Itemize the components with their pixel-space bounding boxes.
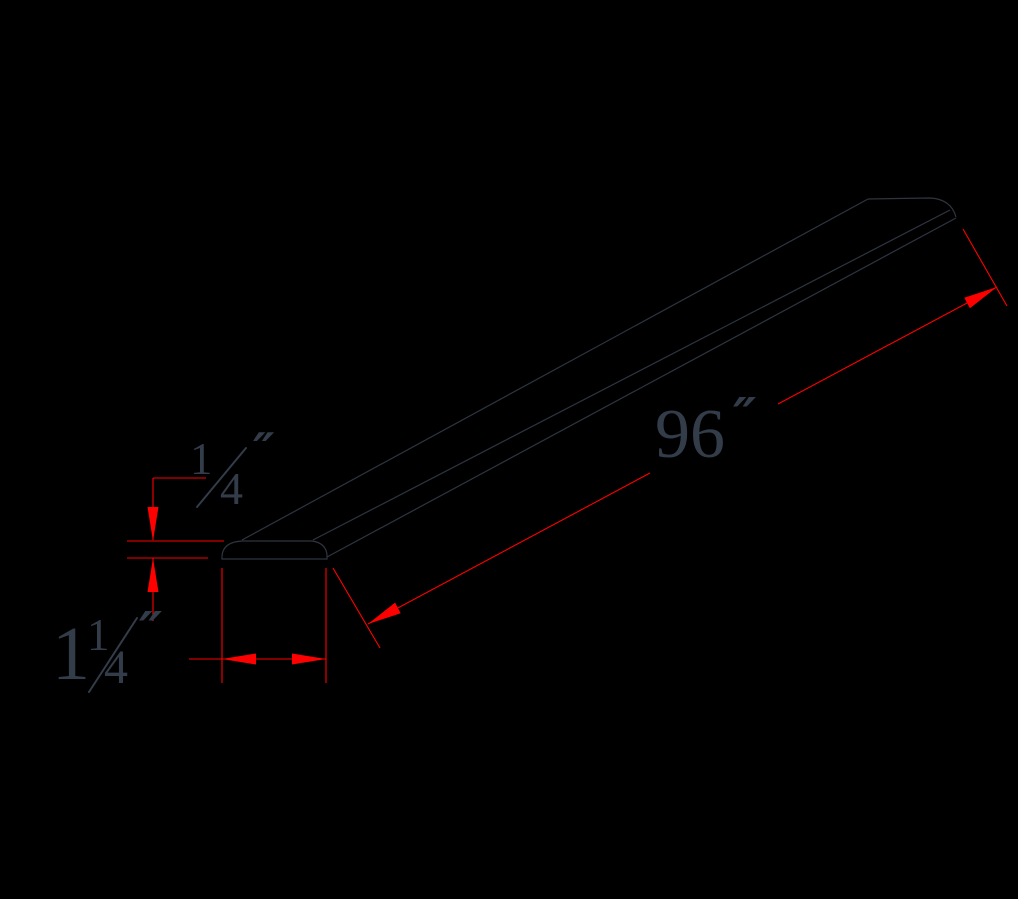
length-dimension — [332, 228, 1008, 649]
thickness-dimension — [127, 477, 224, 621]
part-outline — [221, 197, 957, 560]
width-whole-number: 1 — [52, 612, 90, 696]
length-arrow-near — [368, 602, 401, 624]
width-arrow-left — [222, 653, 256, 665]
part-top-right-edge — [312, 209, 951, 541]
length-value: 96 — [655, 396, 725, 473]
width-inch-mark: ″ — [139, 601, 163, 662]
length-arrow-far — [964, 287, 997, 309]
thickness-numerator: 1 — [190, 434, 213, 484]
length-inch-mark: ″ — [733, 387, 757, 448]
length-dim-line-far — [777, 286, 998, 405]
width-arrow-right — [292, 653, 326, 665]
length-ext-far — [962, 228, 1008, 307]
fraction-slashes — [88, 447, 247, 693]
part-far-end — [867, 197, 957, 218]
width-denominator: 4 — [104, 641, 128, 694]
length-ext-near — [332, 567, 381, 649]
thickness-arrow-down — [147, 507, 159, 541]
length-dim-line-near — [367, 472, 651, 625]
width-dimension — [189, 568, 327, 683]
width-fraction-slash — [88, 617, 138, 693]
width-numerator: 1 — [87, 610, 110, 660]
thickness-fraction-slash — [196, 447, 247, 508]
thickness-inch-mark: ″ — [253, 423, 275, 479]
thickness-denominator: 4 — [220, 463, 243, 514]
part-near-end-profile — [221, 540, 328, 560]
part-top-left-edge — [241, 198, 869, 541]
part-bottom-edge — [326, 217, 957, 558]
